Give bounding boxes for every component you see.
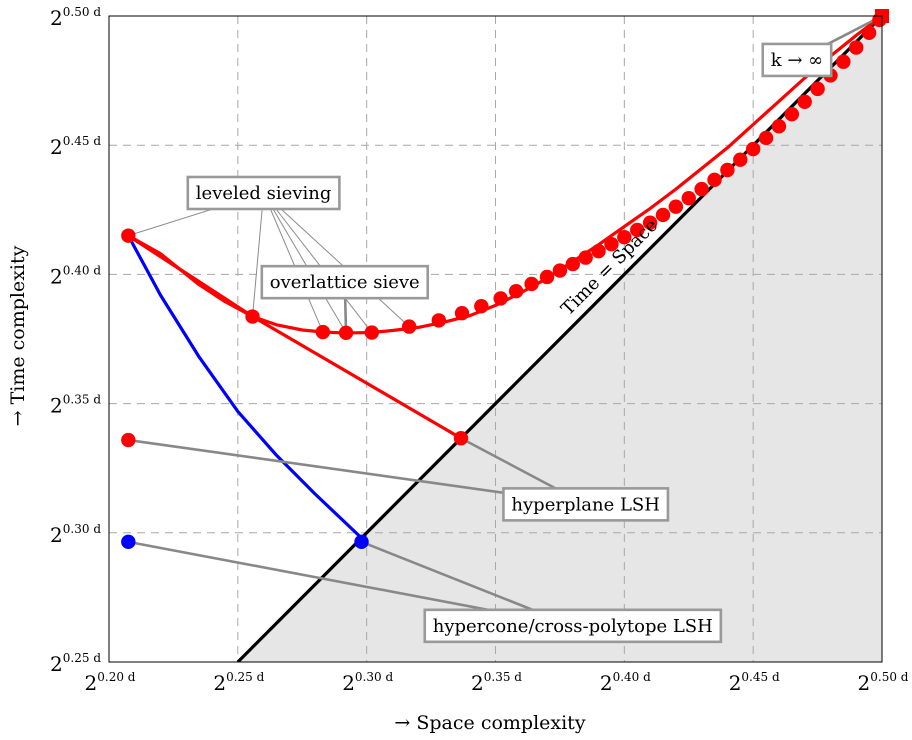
leveled-marker [720,162,735,178]
leveled-marker [338,325,354,340]
x-axis-title: → Space complexity [394,712,585,734]
kinf-annotation-box [761,42,833,78]
y-tick-label: 20.35 d [50,393,101,418]
hypercone-marker [121,534,136,550]
leveled-marker [733,152,748,167]
leveled-marker [797,94,812,109]
leveled-marker [758,130,774,146]
x-tick-label: 20.45 d [729,670,780,695]
leveled-marker [121,228,136,243]
leveled-leader-line [263,192,410,327]
overlattice-annotation-text: overlattice sieve [270,272,420,293]
leveled-marker [745,141,761,157]
x-axis-ticks: 20.20 d 20.25 d 20.30 d 20.35 d 20.40 d 20.45… [85,670,909,695]
markers [121,9,889,550]
leveled-leader-line [263,192,373,333]
overlattice-annotation: overlattice sieve [260,264,430,300]
kinf-annotation: k → ∞ [761,42,833,78]
leveled-marker [364,325,380,340]
leveled-marker [604,236,619,252]
hypercone-annotation: hypercone/cross-polytope LSH [423,608,723,644]
leveled-marker [642,215,658,230]
leveled-marker [315,324,331,340]
y-tick-label: 20.45 d [50,134,101,159]
leveled-leader-line [263,192,347,334]
leveled-marker [539,269,555,285]
leveled-marker [694,181,709,197]
x-tick-label: 20.35 d [471,670,522,695]
hyperplane-marker [121,432,136,448]
hyperplane-annotation-box [502,487,670,522]
leveled-annotation-box [186,175,341,211]
leveled-marker [849,40,864,55]
leveled-leader-line [252,192,265,317]
leveled-marker [655,207,671,223]
y-tick-label: 20.50 d [50,5,101,30]
leveled-marker [493,291,508,306]
leveled-marker [401,319,417,334]
leveled-marker [617,229,632,245]
hyperplane-annotation-text: hyperplane LSH [511,494,660,515]
leveled-marker [771,119,787,134]
overlattice-annotation-box [260,264,430,300]
y-tick-label: 20.40 d [50,263,101,288]
y-axis-title: → Time complexity [7,245,29,426]
kinf-annotation-text: k → ∞ [771,50,823,71]
x-tick-label: 20.25 d [213,670,264,695]
hypercone-annotation-text: hypercone/cross-polytope LSH [433,616,713,637]
leveled-marker [836,54,851,69]
leveled-marker [431,313,447,328]
y-axis-ticks: 20.25 d 20.30 d 20.35 d 20.40 d 20.45 d 20.50… [50,5,101,676]
leveled-marker [474,298,489,314]
y-tick-label: 20.30 d [50,522,101,547]
hyperplane-marker [453,431,469,446]
leveled-marker [508,283,524,299]
leveled-marker [565,256,580,272]
y-tick-label: 20.25 d [50,651,101,676]
leveled-sieving-curve-line [127,16,882,335]
leveled-marker [668,199,684,214]
hyperplane-annotation: hyperplane LSH [502,487,670,522]
leveled-marker [552,263,568,278]
x-tick-label: 20.30 d [342,670,393,695]
leveled-marker [454,305,470,321]
leveled-marker [630,222,645,238]
x-tick-label: 20.20 d [85,670,136,695]
leveled-marker [784,106,800,122]
x-tick-label: 20.50 d [858,670,909,695]
leveled-marker [861,25,877,40]
leveled-marker [707,172,722,188]
leveled-marker [591,243,606,259]
hypercone-annotation-box [423,608,723,644]
leveled-marker [810,81,825,97]
leveled-marker [578,250,593,265]
leveled-annotation-text: leveled sieving [196,183,332,204]
leveled-marker [245,309,260,324]
leveled-annotation: leveled sieving [186,175,341,211]
leveled-marker [524,276,539,292]
hypercone-marker [354,534,369,550]
leveled-marker [681,190,696,206]
x-tick-label: 20.40 d [600,670,651,695]
leveled-leader-line [263,192,324,333]
hypercone-lsh-tradeoff-line [126,234,363,540]
plot-frame [108,15,883,663]
